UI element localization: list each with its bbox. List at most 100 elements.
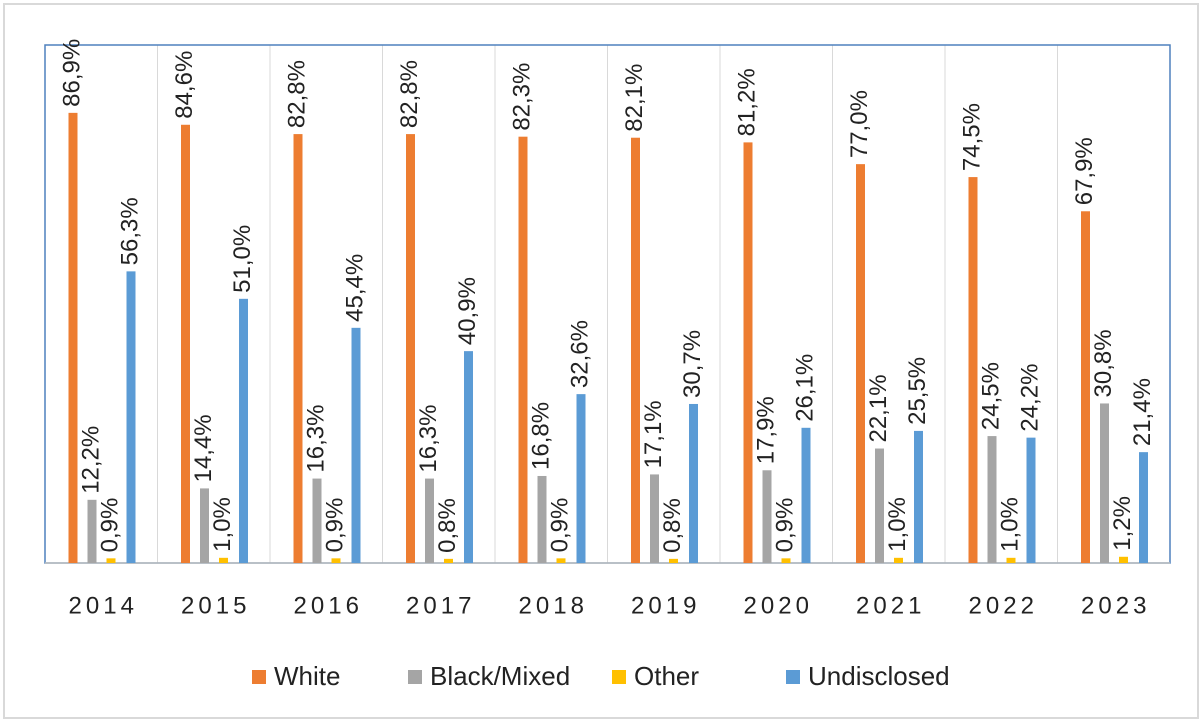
value-label: 0,9% [546, 498, 573, 553]
legend-marker [612, 670, 626, 684]
bar [762, 470, 772, 563]
value-label: 82,8% [396, 60, 423, 128]
bar [914, 430, 923, 563]
bar [631, 137, 640, 564]
value-label: 45,4% [341, 254, 368, 322]
bar [425, 478, 434, 563]
bar [650, 474, 659, 563]
bar [856, 164, 865, 563]
value-label: 0,9% [771, 498, 798, 553]
x-tick-label: 2023 [1081, 592, 1150, 619]
value-label: 26,1% [791, 354, 818, 422]
bar [669, 558, 678, 563]
bar [801, 427, 811, 563]
value-label: 77,0% [846, 90, 873, 158]
value-label: 40,9% [454, 277, 481, 345]
value-label: 1,0% [884, 497, 911, 552]
bar [1119, 556, 1128, 563]
bar [987, 436, 997, 563]
bar [444, 558, 453, 563]
bar [219, 557, 228, 563]
value-label: 81,2% [733, 68, 760, 136]
value-label: 0,9% [321, 498, 348, 553]
bar [556, 558, 566, 563]
value-label: 30,8% [1090, 329, 1117, 397]
x-tick-label: 2019 [631, 592, 700, 619]
bar [331, 558, 341, 563]
value-label: 82,8% [283, 60, 310, 128]
legend-label: Undisclosed [808, 661, 950, 691]
bar [1139, 452, 1148, 563]
value-label: 16,3% [415, 405, 442, 473]
value-label: 25,5% [904, 357, 931, 425]
bar [968, 177, 978, 563]
legend-marker [252, 670, 266, 684]
bar [181, 124, 190, 563]
value-label: 24,5% [977, 362, 1004, 430]
bar [537, 475, 547, 563]
bar [518, 136, 528, 563]
legend-label: Black/Mixed [430, 661, 570, 691]
x-tick-label: 2017 [406, 592, 475, 619]
bar [1026, 437, 1036, 563]
bar [875, 448, 884, 563]
x-tick-label: 2014 [69, 592, 138, 619]
bar [293, 134, 303, 563]
value-label: 12,2% [77, 426, 104, 494]
x-tick-label: 2016 [294, 592, 363, 619]
value-label: 1,0% [996, 497, 1023, 552]
bar [743, 142, 753, 563]
value-label: 0,8% [434, 498, 461, 553]
value-label: 51,0% [229, 225, 256, 293]
legend-label: Other [634, 661, 699, 691]
value-label: 16,3% [302, 405, 329, 473]
value-label: 21,4% [1129, 378, 1156, 446]
value-label: 1,0% [209, 497, 236, 552]
x-tick-label: 2022 [969, 592, 1038, 619]
x-tick-label: 2021 [856, 592, 925, 619]
legend-marker [786, 670, 800, 684]
value-label: 17,1% [640, 400, 667, 468]
value-label: 16,8% [527, 402, 554, 470]
bar [126, 271, 136, 563]
bar [312, 478, 322, 563]
bar [781, 558, 791, 563]
value-label: 74,5% [958, 103, 985, 171]
value-label: 22,1% [865, 374, 892, 442]
bar [1100, 403, 1109, 563]
bar [1006, 557, 1016, 563]
bar [576, 394, 586, 563]
bar [894, 557, 903, 563]
bar [351, 327, 361, 563]
value-label: 82,3% [508, 63, 535, 131]
bar [68, 112, 78, 563]
bar [1081, 211, 1090, 563]
value-label: 86,9% [58, 39, 85, 107]
bar [689, 403, 698, 563]
value-label: 0,8% [659, 498, 686, 553]
bar [106, 558, 116, 563]
chart-frame [3, 3, 1199, 719]
x-tick-label: 2020 [744, 592, 813, 619]
x-tick-label: 2018 [519, 592, 588, 619]
value-label: 32,6% [566, 320, 593, 388]
bar [464, 351, 473, 563]
legend-marker [408, 670, 422, 684]
value-label: 84,6% [171, 51, 198, 119]
bar [87, 499, 97, 563]
value-label: 82,1% [621, 64, 648, 132]
value-label: 0,9% [96, 498, 123, 553]
x-tick-label: 2015 [181, 592, 250, 619]
bar [200, 488, 209, 563]
value-label: 14,4% [190, 414, 217, 482]
bar [239, 298, 248, 563]
value-label: 56,3% [116, 197, 143, 265]
value-label: 1,2% [1109, 496, 1136, 551]
value-label: 17,9% [752, 396, 779, 464]
value-label: 30,7% [679, 330, 706, 398]
legend-label: White [274, 661, 340, 691]
value-label: 67,9% [1071, 137, 1098, 205]
bar [406, 134, 415, 563]
value-label: 24,2% [1016, 364, 1043, 432]
